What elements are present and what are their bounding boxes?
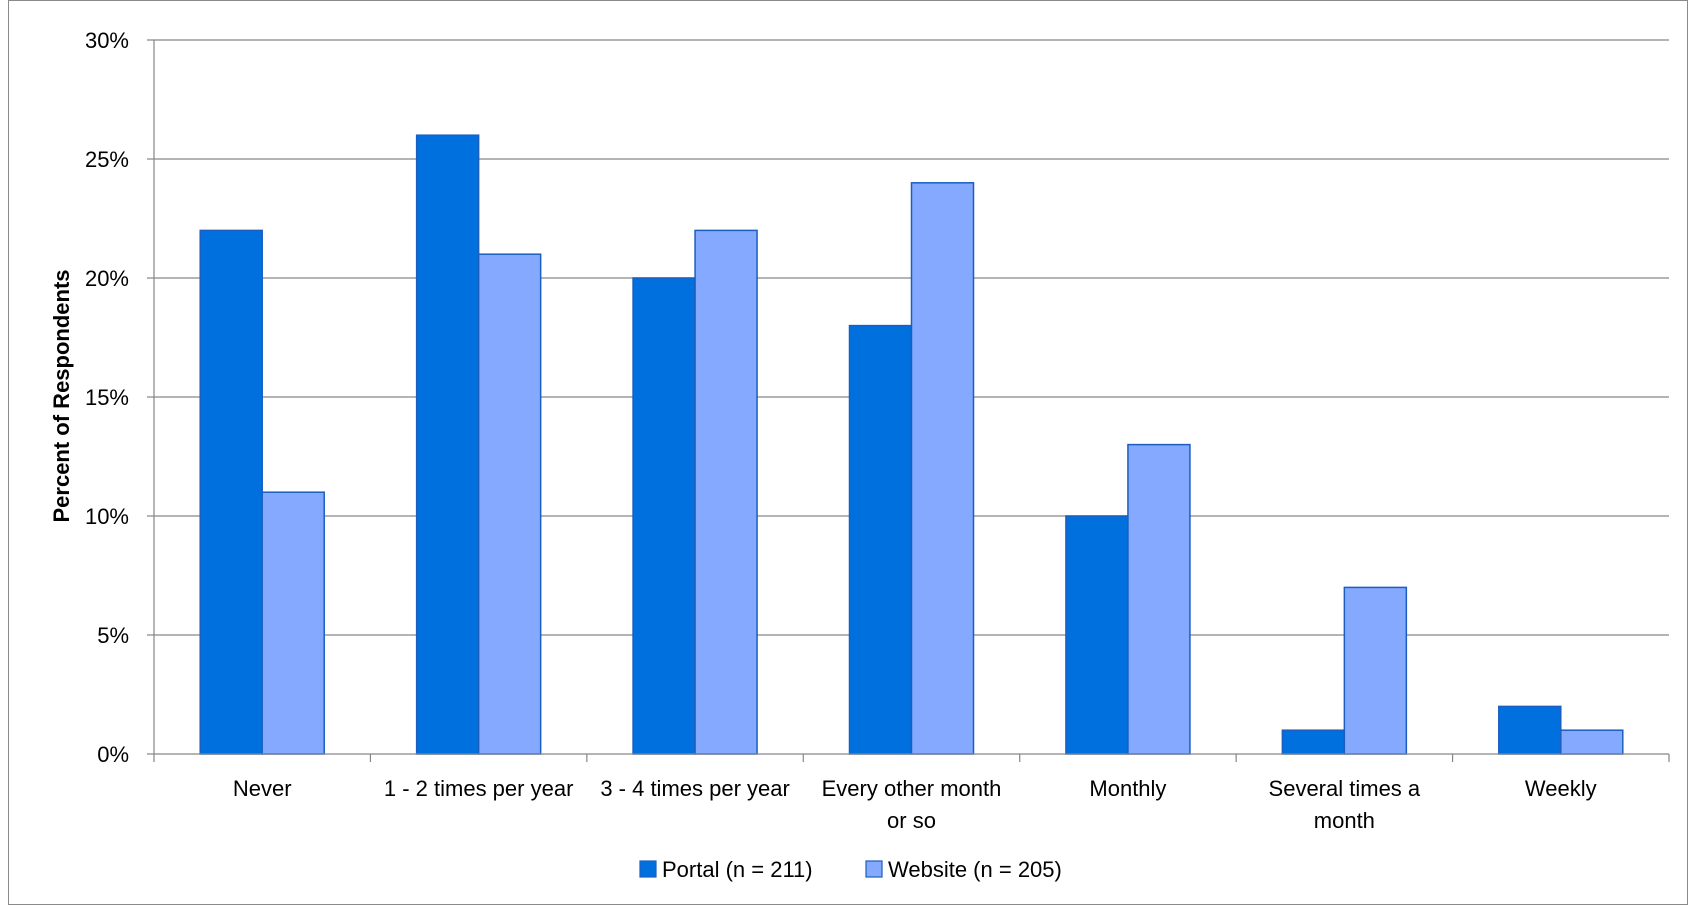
axes <box>147 39 1670 762</box>
bar <box>261 491 325 755</box>
bar <box>1065 515 1129 755</box>
legend: Portal (n = 211) Website (n = 205) <box>639 857 1062 882</box>
x-tick-label: 1 - 2 times per year <box>384 776 574 801</box>
legend-label: Website (n = 205) <box>888 857 1062 882</box>
x-tick-label: Weekly <box>1525 776 1597 801</box>
bar <box>910 182 975 755</box>
legend-item: Portal (n = 211) <box>639 857 813 882</box>
bar <box>1498 705 1562 755</box>
bar <box>1127 443 1191 755</box>
gridlines <box>154 39 1669 636</box>
bar <box>848 324 913 755</box>
y-tick-labels: 0% 5% 10% 15% 20% 25% 30% <box>85 28 129 767</box>
y-axis-title: Percent of Respondents <box>49 269 74 522</box>
x-tick-label: Every other month <box>822 776 1002 801</box>
x-tick-label: 3 - 4 times per year <box>600 776 790 801</box>
y-tick-label: 30% <box>85 28 129 53</box>
y-tick-label: 25% <box>85 147 129 172</box>
y-tick-label: 20% <box>85 266 129 291</box>
bar <box>199 229 263 755</box>
bar <box>415 134 480 755</box>
x-tick-label: Several times a <box>1269 776 1421 801</box>
x-tick-label: Monthly <box>1089 776 1166 801</box>
y-tick-label: 15% <box>85 385 129 410</box>
bar <box>1560 729 1624 755</box>
x-tick-label: or so <box>887 808 936 833</box>
y-tick-label: 10% <box>85 504 129 529</box>
legend-item: Website (n = 205) <box>865 857 1062 882</box>
bar <box>1343 586 1408 755</box>
bar <box>694 229 758 755</box>
legend-swatch <box>639 860 657 878</box>
x-tick-label: month <box>1314 808 1375 833</box>
y-tick-label: 0% <box>97 742 129 767</box>
bars <box>199 134 1624 755</box>
legend-label: Portal (n = 211) <box>662 857 813 882</box>
x-tick-labels: Never 1 - 2 times per year 3 - 4 times per… <box>233 776 1597 833</box>
x-tick-label: Never <box>233 776 292 801</box>
bar <box>477 253 542 755</box>
y-tick-label: 5% <box>97 623 129 648</box>
bar <box>1281 729 1346 755</box>
legend-swatch <box>865 860 883 878</box>
bar <box>632 277 696 755</box>
